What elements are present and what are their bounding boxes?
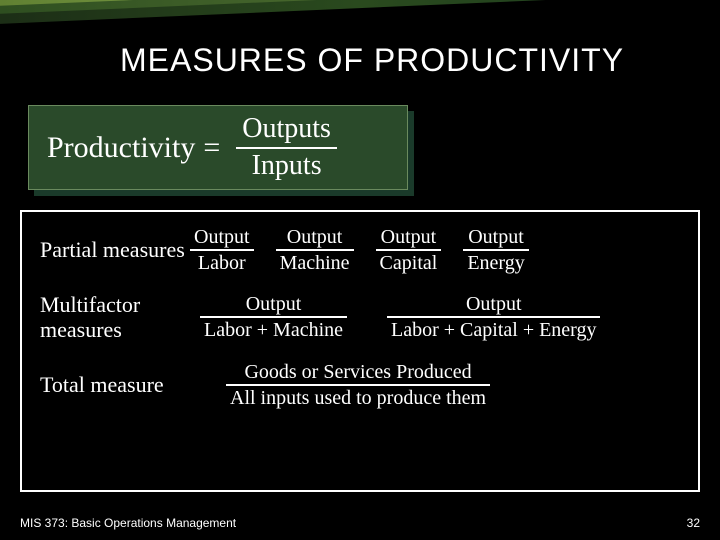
fraction-numerator: Output [462, 293, 526, 315]
formula-equals: = [203, 131, 220, 165]
partial-fraction-4: Output Energy [463, 226, 528, 274]
fraction-bar [376, 249, 442, 251]
total-items: Goods or Services Produced All inputs us… [190, 361, 680, 409]
formula-numerator: Outputs [236, 114, 337, 145]
fraction-denominator: Energy [463, 252, 528, 274]
partial-items: Output Labor Output Machine Output Capit… [190, 226, 680, 274]
fraction-denominator: Machine [276, 252, 354, 274]
fraction-numerator: Output [190, 226, 254, 248]
productivity-formula-box: Productivity = Outputs Inputs [28, 105, 408, 190]
fraction-bar [200, 316, 347, 318]
slide-title: MEASURES OF PRODUCTIVITY [120, 42, 700, 79]
fraction-numerator: Output [242, 293, 306, 315]
formula-denominator: Inputs [246, 151, 328, 182]
total-measure-row: Total measure Goods or Services Produced… [40, 361, 680, 409]
formula-lhs: Productivity [47, 131, 195, 165]
multifactor-fraction-1: Output Labor + Machine [200, 293, 347, 341]
footer-page-number: 32 [687, 516, 700, 530]
partial-fraction-1: Output Labor [190, 226, 254, 274]
fraction-numerator: Output [464, 226, 528, 248]
partial-fraction-3: Output Capital [376, 226, 442, 274]
multifactor-fraction-2: Output Labor + Capital + Energy [387, 293, 600, 341]
total-label: Total measure [40, 372, 190, 397]
partial-measures-row: Partial measures Output Labor Output Mac… [40, 226, 680, 274]
slide-footer: MIS 373: Basic Operations Management 32 [20, 516, 700, 530]
measures-container: Partial measures Output Labor Output Mac… [20, 210, 700, 492]
fraction-numerator: Goods or Services Produced [240, 361, 475, 383]
fraction-bar [463, 249, 528, 251]
multifactor-items: Output Labor + Machine Output Labor + Ca… [190, 293, 680, 341]
fraction-bar [190, 249, 254, 251]
fraction-numerator: Output [283, 226, 347, 248]
fraction-denominator: Capital [376, 252, 442, 274]
formula-bar [236, 147, 337, 149]
fraction-bar [226, 384, 490, 386]
formula-fraction: Outputs Inputs [236, 114, 337, 182]
partial-label: Partial measures [40, 237, 190, 262]
fraction-denominator: Labor + Capital + Energy [387, 319, 600, 341]
fraction-denominator: Labor [194, 252, 250, 274]
fraction-denominator: Labor + Machine [200, 319, 347, 341]
fraction-bar [387, 316, 600, 318]
footer-course: MIS 373: Basic Operations Management [20, 516, 236, 530]
total-fraction: Goods or Services Produced All inputs us… [226, 361, 490, 409]
top-decorative-stripes [0, 0, 720, 40]
partial-fraction-2: Output Machine [276, 226, 354, 274]
fraction-numerator: Output [377, 226, 441, 248]
multifactor-measures-row: Multifactor measures Output Labor + Mach… [40, 292, 680, 343]
multifactor-label: Multifactor measures [40, 292, 190, 343]
fraction-bar [276, 249, 354, 251]
fraction-denominator: All inputs used to produce them [226, 387, 490, 409]
